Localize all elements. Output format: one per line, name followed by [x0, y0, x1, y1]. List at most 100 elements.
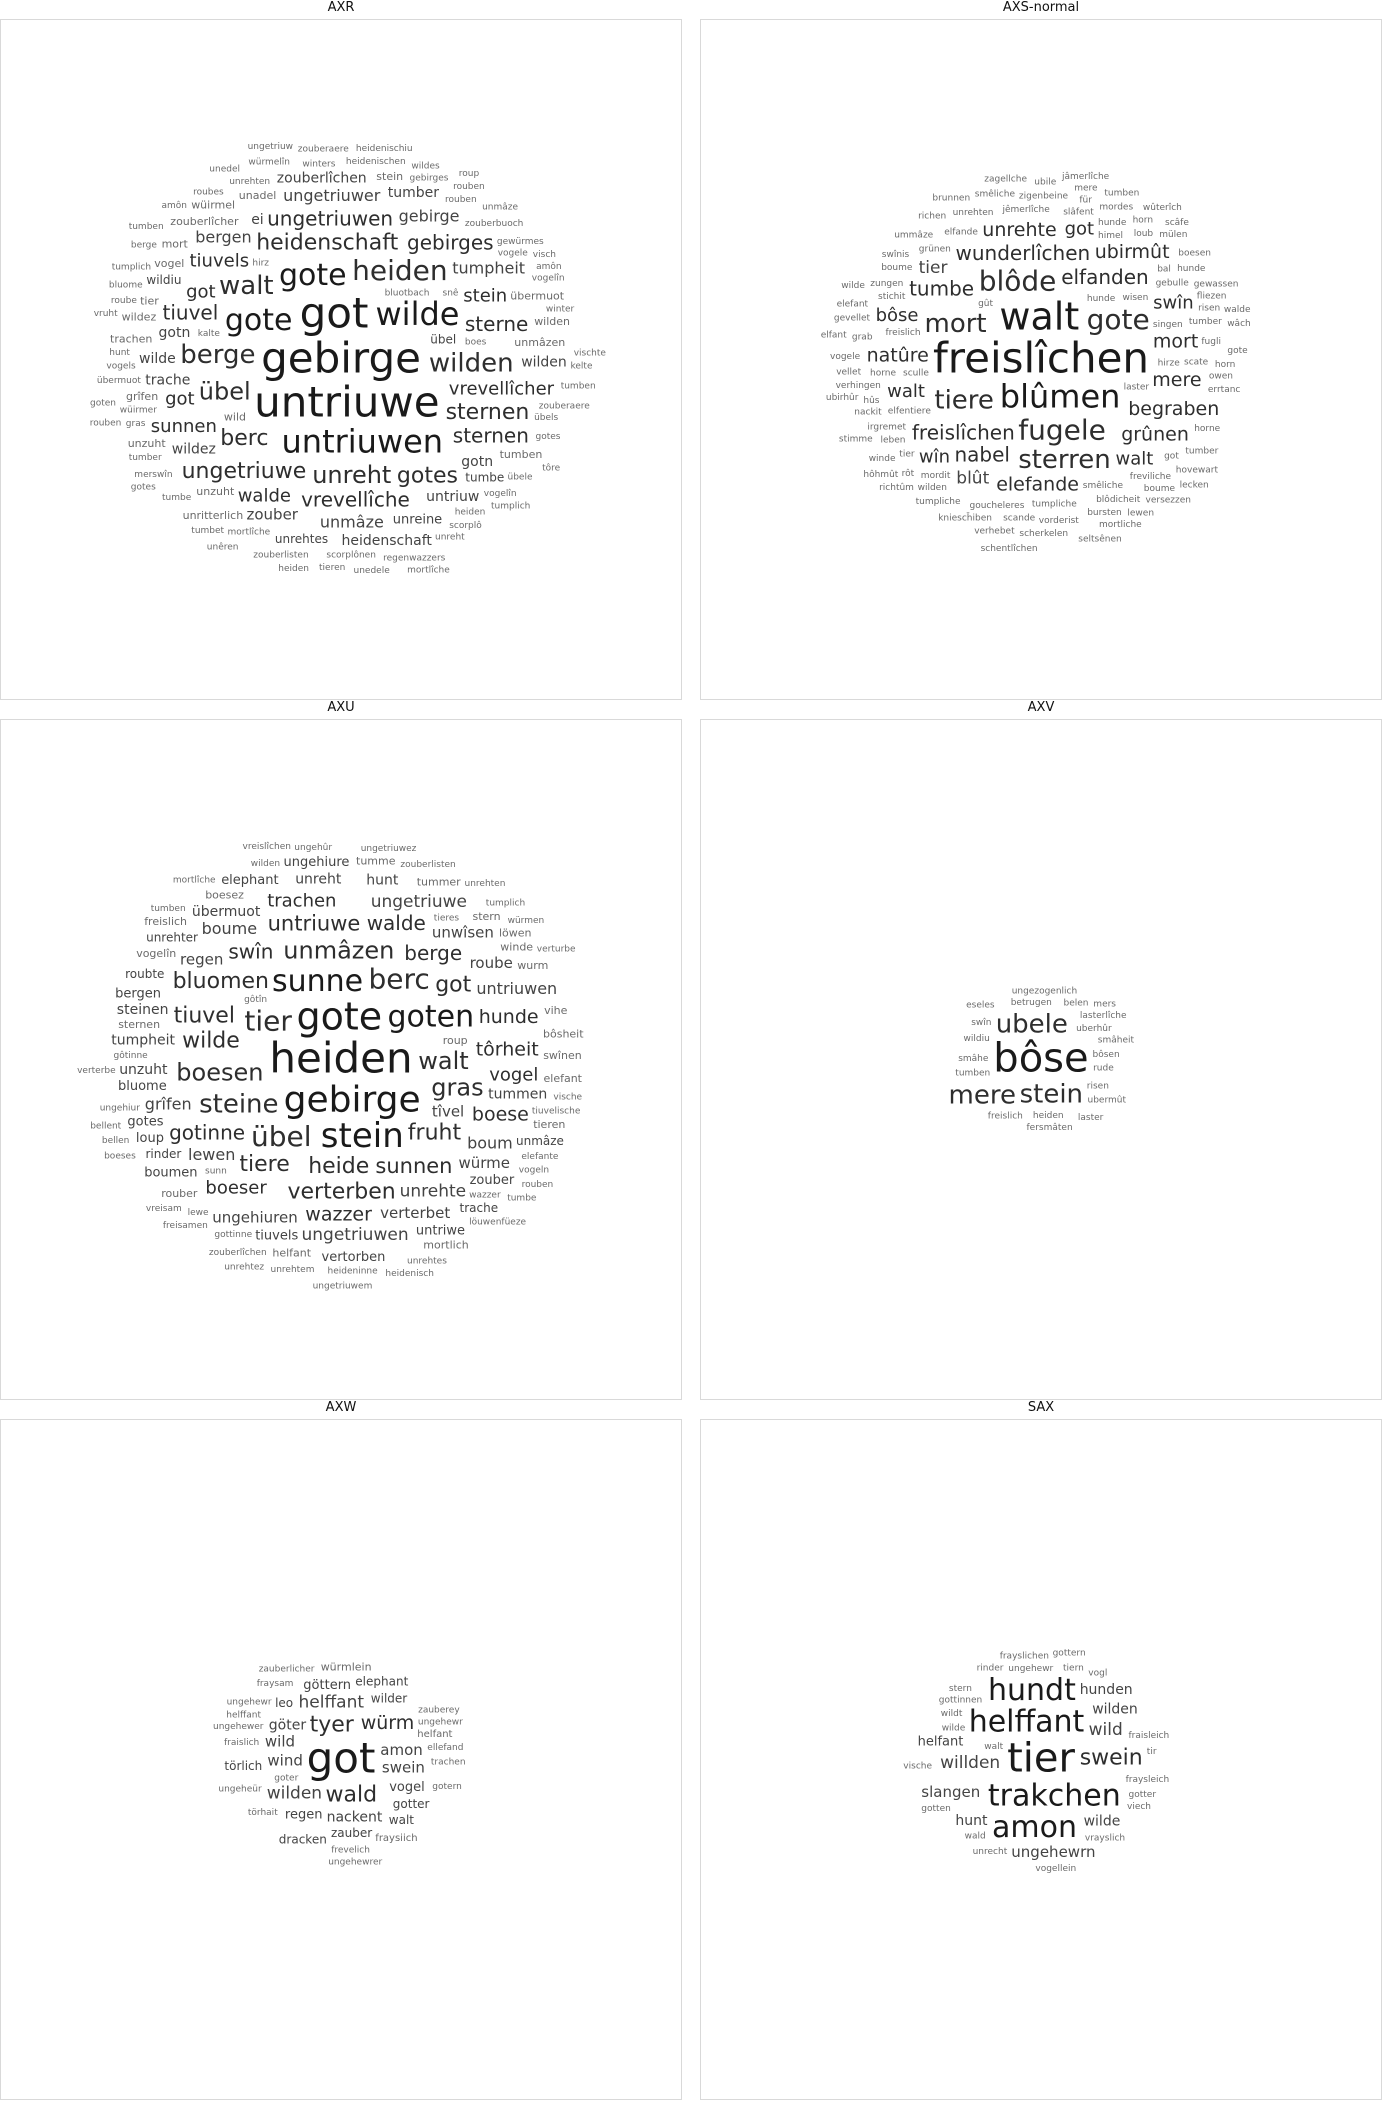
word-label: bal: [1157, 265, 1171, 275]
word-label: tumben: [1104, 188, 1139, 198]
word-label: frevelich: [331, 1846, 370, 1856]
word-label: hunde: [1087, 294, 1116, 304]
word-label: stein: [321, 1116, 404, 1156]
word-label: elephant: [221, 873, 278, 888]
word-label: göter: [269, 1718, 307, 1734]
word-label: swîn: [228, 939, 273, 963]
word-label: unmâzen: [514, 336, 565, 349]
word-label: wild: [265, 1733, 295, 1751]
word-label: übel: [251, 1120, 312, 1153]
word-label: gottinnen: [939, 1696, 982, 1706]
word-label: vogeln: [519, 1166, 549, 1176]
word-label: gottinne: [214, 1230, 252, 1240]
word-label: heidenisch: [385, 1269, 434, 1279]
word-label: würmen: [508, 916, 545, 926]
word-label: vertorben: [322, 1250, 386, 1265]
word-label: trache: [460, 1201, 499, 1215]
word-label: heidenschaft: [342, 533, 433, 549]
word-label: helffant: [969, 1705, 1085, 1740]
word-label: wildez: [172, 441, 216, 457]
wordcloud-frame: gebirge untriuwe got untriuwen wilde gote gote…: [0, 19, 682, 700]
word-label: horne: [1194, 424, 1220, 434]
word-label: sunne: [272, 964, 363, 999]
word-label: vogelîn: [484, 489, 517, 499]
word-label: tumber: [388, 185, 440, 201]
word-label: vreisam: [146, 1204, 182, 1214]
word-label: mere: [949, 1081, 1016, 1111]
word-label: steinen: [117, 1002, 169, 1018]
word-label: nackent: [327, 1809, 383, 1825]
word-label: übermuot: [97, 376, 141, 386]
word-label: jâmerlîche: [1061, 172, 1110, 182]
word-label: sterren: [1018, 445, 1111, 475]
word-label: rouben: [90, 418, 122, 428]
word-label: elefante: [521, 1152, 558, 1162]
word-label: rouben: [445, 195, 477, 205]
word-label: rinder: [146, 1147, 182, 1161]
word-label: untriuw: [426, 489, 479, 505]
word-label: loup: [136, 1131, 164, 1146]
word-label: gebirges: [410, 174, 449, 184]
word-label: slâfent: [1063, 208, 1094, 218]
word-label: wilden: [534, 315, 570, 328]
word-label: winde: [500, 941, 533, 954]
word-label: untriuwen: [476, 979, 557, 998]
word-label: ungehiure: [284, 855, 350, 870]
word-label: wild: [224, 411, 246, 424]
word-label: zouberlisten: [400, 860, 455, 870]
word-label: grîfen: [145, 1094, 192, 1113]
word-label: unreht: [312, 461, 391, 489]
word-label: unadel: [239, 189, 276, 202]
word-label: betrugen: [1011, 998, 1052, 1008]
word-label: tier: [899, 450, 915, 460]
word-label: unrehtes: [407, 1257, 447, 1267]
word-label: swînen: [543, 1049, 582, 1062]
word-label: zouberaere: [539, 401, 590, 411]
panel-title: SAX: [1027, 1400, 1055, 1415]
word-label: tôre: [542, 463, 561, 474]
word-label: helfant: [918, 1735, 964, 1750]
word-label: würm: [361, 1712, 415, 1734]
word-label: stein: [376, 170, 403, 183]
word-label: untriuwe: [268, 912, 361, 936]
word-label: snê: [443, 287, 459, 298]
word-label: ubile: [1034, 178, 1056, 188]
word-label: bellent: [90, 1122, 121, 1132]
word-label: ungehewrn: [1011, 1843, 1095, 1861]
word-label: freislich: [988, 1112, 1023, 1122]
word-label: gotn: [159, 325, 191, 341]
word-label: scorplô: [449, 520, 482, 531]
word-label: trakchen: [988, 1778, 1121, 1813]
word-label: walt: [984, 1742, 1003, 1752]
word-label: tumber: [1189, 317, 1222, 327]
word-label: regenwazzers: [383, 554, 446, 564]
word-label: mülen: [1159, 230, 1187, 240]
word-label: mordes: [1099, 203, 1133, 213]
word-label: gotter: [393, 1797, 430, 1811]
word-label: wilden: [267, 1784, 322, 1804]
word-label: stern: [473, 910, 501, 923]
word-label: elefant: [544, 1072, 583, 1085]
word-label: lewe: [188, 1208, 209, 1218]
word-label: bôsheit: [543, 1027, 584, 1040]
word-label: heide: [308, 1154, 369, 1179]
word-label: grab: [852, 333, 873, 343]
word-label: stern: [949, 1684, 972, 1694]
word-label: unzuht: [119, 1062, 168, 1078]
word-label: mortlîche: [228, 528, 271, 538]
word-label: sunn: [205, 1167, 227, 1177]
word-label: vihe: [544, 1004, 568, 1017]
word-label: zagellche: [984, 174, 1027, 184]
word-label: fraysam: [257, 1679, 294, 1689]
word-label: roubte: [125, 967, 164, 981]
word-label: irgremet: [867, 422, 906, 432]
word-label: ubele: [996, 1010, 1068, 1040]
word-label: verterben: [288, 1179, 396, 1204]
word-label: amôn: [536, 261, 562, 272]
word-label: ummâze: [894, 230, 933, 240]
word-label: wilden: [521, 354, 567, 370]
word-label: belen: [1064, 999, 1089, 1009]
word-label: berc: [220, 426, 268, 451]
word-label: amon: [992, 1810, 1077, 1845]
